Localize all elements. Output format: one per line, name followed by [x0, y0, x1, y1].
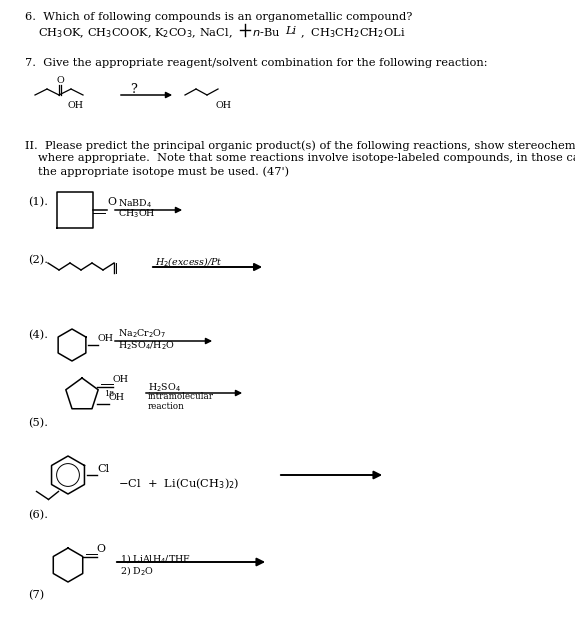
Text: 7.  Give the appropriate reagent/solvent combination for the following reaction:: 7. Give the appropriate reagent/solvent … — [25, 58, 488, 68]
Text: O: O — [107, 197, 116, 207]
Text: II.  Please predict the principal organic product(s) of the following reactions,: II. Please predict the principal organic… — [25, 140, 575, 150]
Text: OH: OH — [109, 394, 125, 403]
Text: OH: OH — [68, 101, 84, 110]
Text: reaction: reaction — [148, 402, 185, 411]
Text: intramolecular: intramolecular — [148, 392, 214, 401]
Text: $n$-Bu: $n$-Bu — [252, 26, 281, 38]
Text: OH: OH — [216, 101, 232, 110]
Text: ,  CH$_3$CH$_2$CH$_2$OLi: , CH$_3$CH$_2$CH$_2$OLi — [300, 26, 405, 40]
Text: 2) D$_2$O: 2) D$_2$O — [120, 564, 154, 577]
Text: Na$_2$Cr$_2$O$_7$: Na$_2$Cr$_2$O$_7$ — [118, 328, 166, 340]
Text: Li: Li — [285, 26, 296, 36]
Text: (1).: (1). — [28, 197, 48, 207]
Text: ?: ? — [130, 83, 137, 96]
Text: H$_2$SO$_4$: H$_2$SO$_4$ — [148, 382, 181, 394]
Text: $-$Cl  +  Li(Cu(CH$_3$)$_2$): $-$Cl + Li(Cu(CH$_3$)$_2$) — [118, 476, 240, 491]
Text: CH$_3$OK, CH$_3$COOK, K$_2$CO$_3$, NaCl,: CH$_3$OK, CH$_3$COOK, K$_2$CO$_3$, NaCl, — [38, 26, 233, 40]
Text: NaBD$_4$: NaBD$_4$ — [118, 198, 152, 211]
Text: H$_2$SO$_4$/H$_2$O: H$_2$SO$_4$/H$_2$O — [118, 339, 175, 351]
Text: O: O — [57, 76, 65, 85]
Text: Cl: Cl — [97, 464, 109, 474]
Text: CH$_3$OH: CH$_3$OH — [118, 208, 156, 221]
Text: (7): (7) — [28, 590, 44, 600]
Text: where appropriate.  Note that some reactions involve isotope-labeled compounds, : where appropriate. Note that some reacti… — [38, 153, 575, 163]
Text: 6.  Which of following compounds is an organometallic compound?: 6. Which of following compounds is an or… — [25, 12, 412, 22]
Text: (4).: (4). — [28, 330, 48, 340]
Text: OH: OH — [98, 334, 114, 343]
Text: H$_2$(excess)/Pt: H$_2$(excess)/Pt — [155, 255, 223, 268]
Text: OH: OH — [113, 376, 129, 385]
Text: 1) LiAlH$_4$/THF: 1) LiAlH$_4$/THF — [120, 552, 191, 565]
Text: (6).: (6). — [28, 510, 48, 520]
Text: O: O — [97, 545, 106, 554]
Text: the appropriate isotope must be used. (47'): the appropriate isotope must be used. (4… — [38, 166, 289, 177]
Text: (2).: (2). — [28, 255, 48, 266]
Text: 18: 18 — [104, 390, 114, 399]
Text: (5).: (5). — [28, 418, 48, 428]
